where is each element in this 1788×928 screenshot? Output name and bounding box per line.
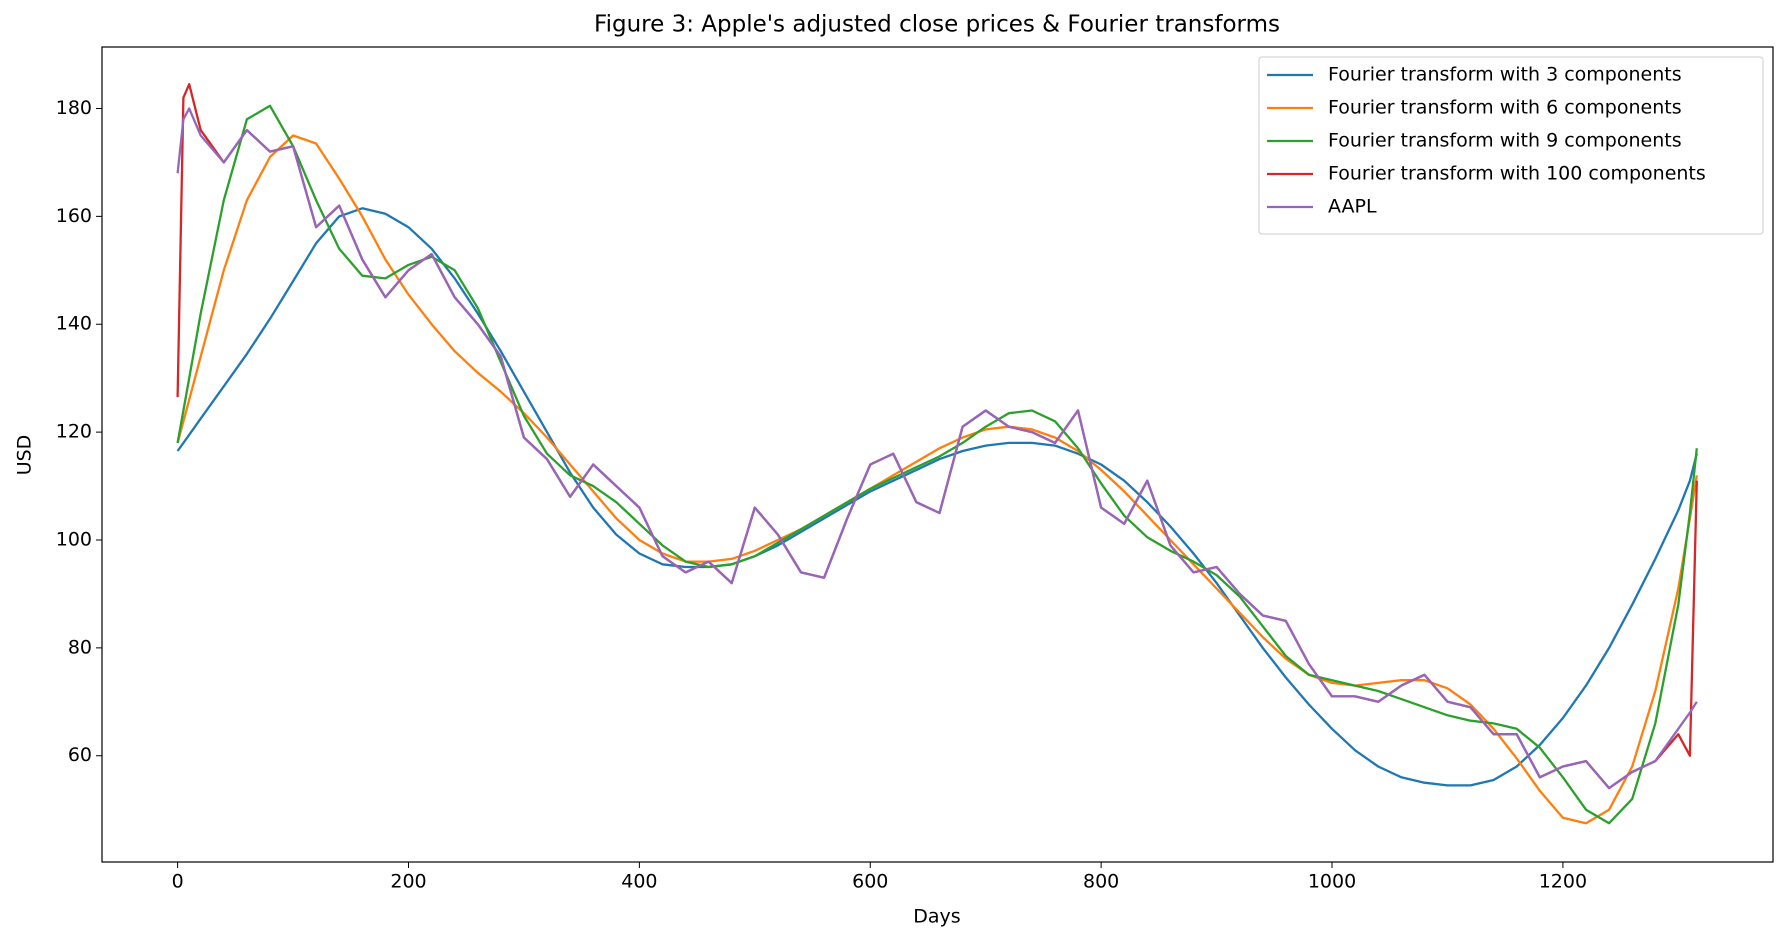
chart-title: Figure 3: Apple's adjusted close prices … xyxy=(594,12,1280,38)
series-line xyxy=(176,107,1698,790)
legend-label: AAPL xyxy=(1328,196,1377,218)
x-tick-label: 1000 xyxy=(1308,871,1356,893)
legend-label: Fourier transform with 9 components xyxy=(1328,130,1682,152)
legend-label: Fourier transform with 100 components xyxy=(1328,163,1706,185)
x-tick-label: 400 xyxy=(621,871,657,893)
y-tick-label: 100 xyxy=(56,528,92,550)
y-tick-label: 80 xyxy=(68,636,92,658)
series-line xyxy=(176,207,1698,787)
legend-box xyxy=(1258,56,1764,235)
x-tick-label: 600 xyxy=(852,871,888,893)
y-tick-label: 140 xyxy=(56,313,92,335)
y-tick-label: 160 xyxy=(56,205,92,227)
series-line xyxy=(176,104,1698,825)
x-tick-label: 200 xyxy=(390,871,426,893)
series-line xyxy=(176,134,1698,825)
x-axis-label: Days xyxy=(913,906,960,928)
y-axis-label: USD xyxy=(14,435,36,476)
y-tick-label: 180 xyxy=(56,97,92,119)
legend-label: Fourier transform with 6 components xyxy=(1328,97,1682,119)
y-tick-label: 120 xyxy=(56,421,92,443)
x-tick-label: 800 xyxy=(1083,871,1119,893)
y-tick-label: 60 xyxy=(68,744,92,766)
plot-frame xyxy=(101,46,1774,863)
legend-label: Fourier transform with 3 components xyxy=(1328,64,1682,86)
x-tick-label: 1200 xyxy=(1539,871,1587,893)
x-tick-label: 0 xyxy=(172,871,184,893)
